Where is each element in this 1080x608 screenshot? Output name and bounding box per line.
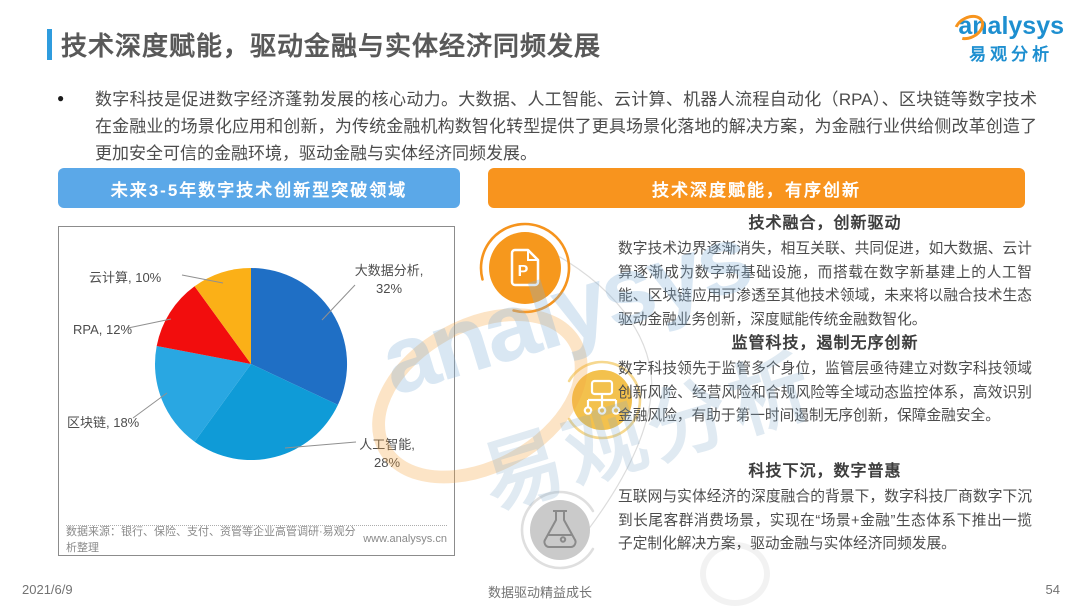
page-title: 技术深度赋能，驱动金融与实体经济同频发展 bbox=[61, 31, 602, 61]
connector-arc bbox=[541, 246, 653, 554]
flask-icon bbox=[520, 490, 595, 570]
left-section-header: 未来3-5年数字技术创新型突破领域 bbox=[58, 168, 460, 208]
pie-leader-line bbox=[181, 274, 224, 284]
pie-slice-大数据分析 bbox=[251, 268, 348, 405]
intro-text: 数字科技是促进数字经济蓬勃发展的核心动力。大数据、人工智能、云计算、机器人流程自… bbox=[95, 90, 1037, 163]
brand-name-cn: 易观分析 bbox=[969, 45, 1054, 64]
pie-chart: 大数据分析, 32% 人工智能, 28% 区块链, 18% RPA, 12% 云计算, 10… bbox=[67, 263, 424, 470]
pie-label: 区块链, 18% bbox=[67, 415, 140, 430]
feature-body: 数字技术边界逐渐消失，相互关联、共同促进，如大数据、云计算逐渐成为数字新基础设施… bbox=[618, 241, 1032, 328]
feature-body: 数字科技领先于监管多个身位，监管层亟待建立对数字科技领域创新风险、经营风险和合规… bbox=[618, 361, 1032, 424]
brand-name: analysys bbox=[958, 12, 1064, 40]
document-p-icon: P bbox=[479, 222, 571, 314]
watermark-swirl-icon bbox=[700, 542, 770, 606]
bullet-icon: ● bbox=[57, 91, 65, 105]
pie-label: RPA, 12% bbox=[73, 322, 132, 337]
intro-block: ● 数字科技是促进数字经济蓬勃发展的核心动力。大数据、人工智能、云计算、机器人流… bbox=[57, 86, 1037, 167]
title-accent-bar bbox=[47, 29, 52, 60]
svg-text:P: P bbox=[518, 263, 529, 280]
source-url-link[interactable]: www.analysys.cn bbox=[363, 533, 447, 545]
title-bar: 技术深度赋能，驱动金融与实体经济同频发展 bbox=[47, 26, 601, 63]
pie-leader-line bbox=[132, 392, 168, 419]
pie-label: 大数据分析, 32% bbox=[355, 263, 424, 296]
feature-body: 互联网与实体经济的深度融合的背景下，数字科技厂商数字下沉到长尾客群消费场景，实现… bbox=[618, 489, 1032, 552]
right-section-header: 技术深度赋能，有序创新 bbox=[488, 168, 1025, 208]
brand-logo-en: analysys bbox=[949, 9, 1064, 46]
pie-label: 云计算, 10% bbox=[89, 270, 162, 285]
brand-logo: analysys 易观分析 bbox=[949, 9, 1064, 65]
feature-title: 技术融合，创新驱动 bbox=[748, 215, 902, 232]
feature-item-regtech: 监管科技，遏制无序创新 数字科技领先于监管多个身位，监管层亟待建立对数字科技领域… bbox=[618, 334, 1032, 429]
pie-slice-区块链 bbox=[154, 346, 251, 442]
pie-slice-云计算 bbox=[194, 268, 251, 364]
source-note: 数据来源：银行、保险、支付、资管等企业高管调研·易观分析整理 bbox=[66, 526, 356, 554]
pie-leader-line bbox=[321, 284, 356, 321]
feature-title: 科技下沉，数字普惠 bbox=[748, 463, 902, 480]
footer: 2021/6/9 数据驱动精益成长 54 bbox=[0, 582, 1080, 600]
pie-slice-RPA bbox=[156, 286, 251, 364]
footer-date: 2021/6/9 bbox=[22, 582, 73, 597]
feature-item-fusion: 技术融合，创新驱动 数字技术边界逐渐消失，相互关联、共同促进，如大数据、云计算逐… bbox=[618, 214, 1032, 332]
footer-slogan: 数据驱动精益成长 bbox=[487, 585, 592, 600]
pie-leader-line bbox=[127, 318, 172, 329]
pie-chart-card: 大数据分析, 32% 人工智能, 28% 区块链, 18% RPA, 12% 云计算, 10… bbox=[58, 226, 455, 556]
pie-leader-line bbox=[284, 441, 357, 449]
feature-title: 监管科技，遏制无序创新 bbox=[731, 335, 919, 352]
feature-item-inclusion: 科技下沉，数字普惠 互联网与实体经济的深度融合的背景下，数字科技厂商数字下沉到长… bbox=[618, 462, 1032, 557]
sitemap-icon bbox=[567, 360, 642, 440]
pie-slice-人工智能 bbox=[194, 364, 338, 461]
footer-page-number: 54 bbox=[1045, 582, 1060, 597]
source-row: 数据来源：银行、保险、支付、资管等企业高管调研·易观分析整理 www.analy… bbox=[66, 525, 447, 554]
pie-label: 人工智能, 28% bbox=[359, 437, 415, 470]
